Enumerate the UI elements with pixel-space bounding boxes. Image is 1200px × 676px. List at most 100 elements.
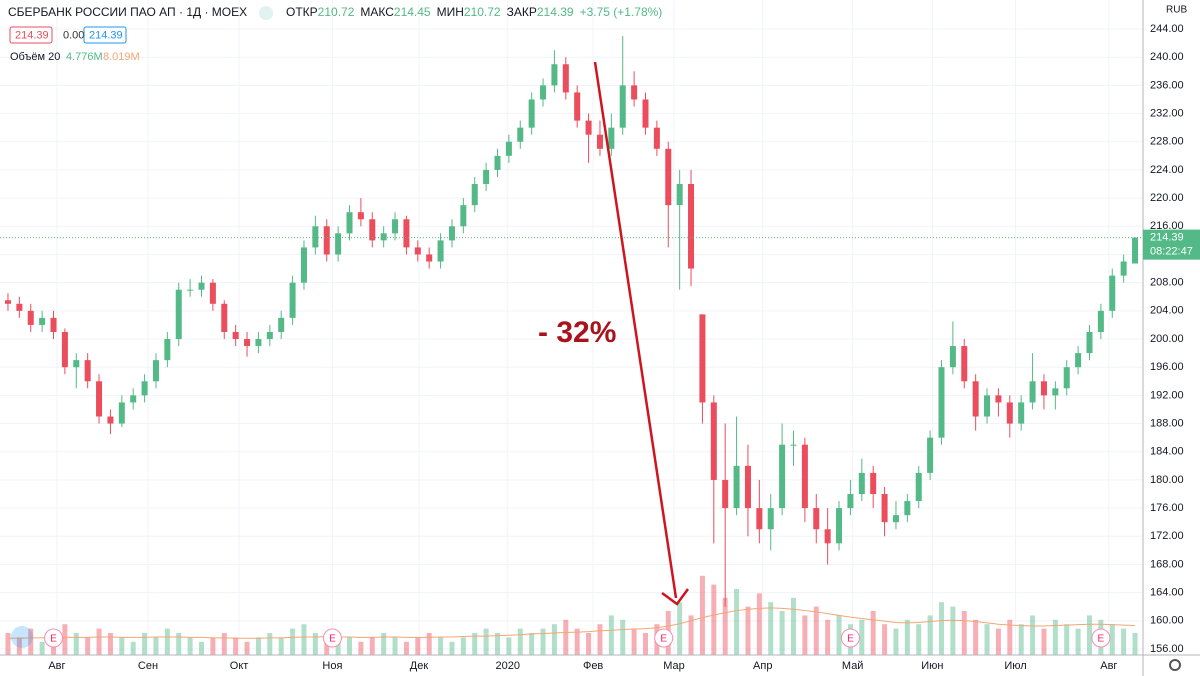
volume-bar <box>1018 624 1024 655</box>
candle-body <box>414 247 421 255</box>
candle-body <box>961 346 968 382</box>
event-circle <box>1091 628 1111 648</box>
candle-body <box>836 508 843 544</box>
candle-body <box>300 247 307 283</box>
volume-bar <box>756 593 762 655</box>
candle-body <box>175 289 182 340</box>
volume-bar <box>73 633 79 655</box>
x-tick-label: Июн <box>921 660 943 672</box>
candle-body <box>141 381 148 396</box>
y-tick-label: 240.00 <box>1150 51 1184 63</box>
candle-body <box>904 501 911 516</box>
volume-bar <box>677 602 683 655</box>
x-tick-label: Апр <box>753 660 772 672</box>
candle-body <box>938 367 945 438</box>
candle-body <box>61 331 68 368</box>
x-tick-label: Авг <box>48 660 65 672</box>
event-marker[interactable]: E <box>322 628 342 648</box>
volume-bar <box>460 637 466 655</box>
x-tick-label: Ноя <box>322 660 342 672</box>
candle-body <box>27 310 34 325</box>
volume-bar <box>495 633 501 655</box>
candle-body <box>915 472 922 502</box>
x-tick-label: Сен <box>138 660 158 672</box>
candle-body <box>562 64 569 93</box>
candle-body <box>164 339 171 361</box>
volume-bar <box>699 575 705 655</box>
candle-body <box>1075 353 1082 368</box>
volume-title: Объём 20 <box>10 51 60 63</box>
y-tick-label: 200.00 <box>1150 333 1184 345</box>
last-price-tag <box>1143 229 1200 260</box>
candle-body <box>984 395 991 417</box>
event-marker[interactable]: E <box>654 628 674 648</box>
price-box-label: 214.39 <box>15 29 49 41</box>
candle-body <box>631 85 638 100</box>
candle-body <box>767 508 774 530</box>
event-label: E <box>660 634 667 645</box>
volume-bar <box>62 624 68 655</box>
volume-bar <box>187 637 193 655</box>
candle-body <box>540 85 547 100</box>
candle-body <box>505 141 512 156</box>
candle-body <box>244 339 251 347</box>
y-tick-label: 188.00 <box>1150 417 1184 429</box>
volume-bar <box>722 597 728 655</box>
candle-body <box>744 465 751 509</box>
candle-body <box>483 169 490 185</box>
candle-body <box>790 444 797 446</box>
candle-body <box>152 360 159 382</box>
candle-body <box>346 212 353 234</box>
candle-body <box>619 85 626 128</box>
x-tick-label: Авг <box>1100 660 1117 672</box>
drop-arrowhead <box>661 588 690 606</box>
volume-bar <box>381 633 387 655</box>
event-marker[interactable]: E <box>840 628 860 648</box>
x-tick-label: Май <box>842 660 864 672</box>
volume-bar <box>28 628 34 655</box>
candle-body <box>16 303 23 311</box>
volume-bar <box>290 628 296 655</box>
volume-bar <box>164 628 170 655</box>
volume-bar <box>768 602 774 655</box>
volume-bar <box>415 637 421 655</box>
event-marker[interactable]: E <box>1091 628 1111 648</box>
candle-body <box>1040 381 1047 396</box>
candle-body <box>494 155 501 170</box>
settings-icon[interactable] <box>1169 659 1181 671</box>
volume-bar <box>1075 628 1081 655</box>
candle-body <box>1097 310 1104 332</box>
volume-bar <box>221 633 227 655</box>
candle-body <box>50 317 57 332</box>
candle-body <box>551 64 558 86</box>
volume-bar <box>1064 624 1070 655</box>
candle-body <box>198 282 205 290</box>
candle-body <box>471 184 478 206</box>
volume-bar <box>779 611 785 655</box>
volume-bar <box>142 633 148 655</box>
candle-body <box>460 205 467 227</box>
candle-body <box>392 219 399 234</box>
logo[interactable] <box>11 626 33 648</box>
candle-body <box>357 212 364 220</box>
volume-bar <box>483 628 489 655</box>
price-box <box>9 26 53 44</box>
candle-body <box>380 233 387 241</box>
candle-body <box>1018 402 1025 424</box>
candle-body <box>448 226 455 241</box>
candle-body <box>574 92 581 121</box>
volume-bar <box>711 584 717 655</box>
volume-bar <box>950 606 956 655</box>
volume-bar <box>176 633 182 655</box>
candle-body <box>1052 388 1059 396</box>
candle-body <box>801 444 808 509</box>
candle-body <box>722 479 729 509</box>
volume-bar <box>586 633 592 655</box>
volume-bar <box>39 641 45 655</box>
candle-body <box>1109 275 1116 311</box>
event-marker[interactable]: E <box>44 628 64 648</box>
volume-bar <box>790 597 796 655</box>
candle-body <box>699 314 706 403</box>
candle-body <box>824 529 831 544</box>
quote-change: +3.75 (+1.78%) <box>580 5 663 19</box>
